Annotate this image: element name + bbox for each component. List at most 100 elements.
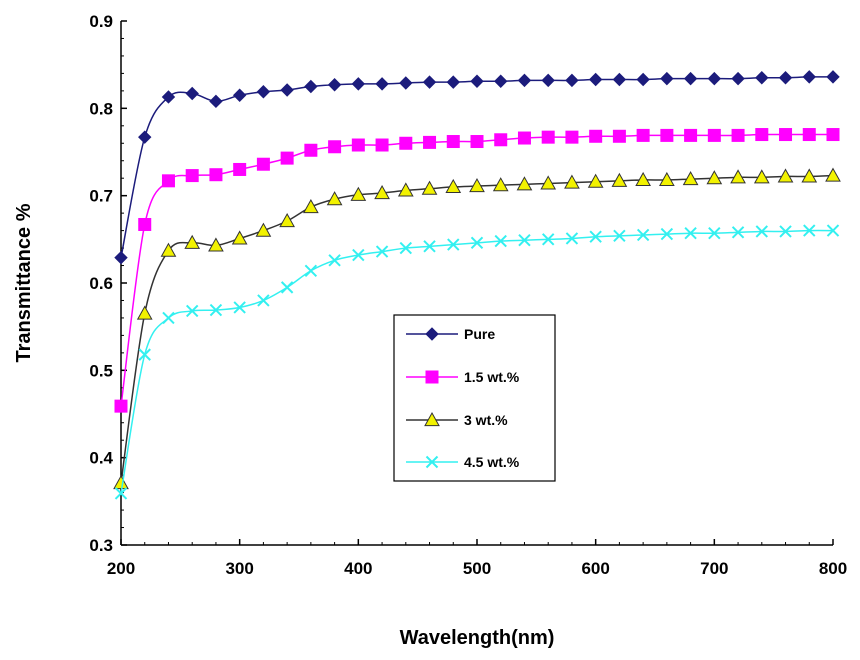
data-point xyxy=(231,230,248,245)
legend-entry: Pure xyxy=(406,326,495,342)
data-point xyxy=(660,71,674,86)
x-tick-label: 600 xyxy=(581,559,609,578)
data-point xyxy=(636,228,650,242)
data-point xyxy=(303,198,319,214)
data-point xyxy=(375,245,389,258)
data-point xyxy=(564,174,580,189)
data-point xyxy=(612,129,626,143)
data-point xyxy=(731,128,745,142)
series-2 xyxy=(114,128,840,413)
data-point xyxy=(565,73,579,88)
data-point xyxy=(399,241,413,255)
data-point xyxy=(209,168,223,182)
data-point xyxy=(445,178,462,194)
legend-marker xyxy=(424,411,440,427)
data-point xyxy=(257,294,270,307)
y-tick-label: 0.5 xyxy=(89,361,113,380)
data-point xyxy=(494,74,508,88)
data-point xyxy=(825,167,841,182)
data-point xyxy=(494,234,507,248)
data-point xyxy=(209,303,223,317)
x-tick-label: 500 xyxy=(463,559,491,578)
x-tick-label: 300 xyxy=(225,559,253,578)
data-point xyxy=(707,71,722,86)
data-point xyxy=(779,128,793,142)
data-point xyxy=(423,240,436,253)
legend-label: 4.5 wt.% xyxy=(464,454,520,470)
data-point xyxy=(397,182,414,197)
data-point xyxy=(280,281,294,294)
data-point xyxy=(160,242,177,257)
series-1 xyxy=(114,70,840,265)
data-point xyxy=(492,177,509,192)
y-tick-label: 0.8 xyxy=(89,99,113,118)
data-point xyxy=(304,79,318,94)
data-point xyxy=(802,70,816,84)
data-point xyxy=(659,171,675,187)
data-point xyxy=(304,143,318,157)
data-point xyxy=(185,169,199,183)
y-tick-label: 0.9 xyxy=(89,12,113,31)
data-point xyxy=(826,224,840,237)
data-point xyxy=(755,71,769,85)
data-point xyxy=(208,237,224,252)
data-point xyxy=(328,254,341,267)
data-point xyxy=(517,73,532,88)
data-point xyxy=(113,474,129,490)
data-point xyxy=(280,83,294,97)
data-point xyxy=(730,169,746,184)
data-point xyxy=(518,233,531,247)
series-3 xyxy=(113,167,841,490)
series-line xyxy=(120,76,834,258)
data-point xyxy=(635,171,651,187)
data-point xyxy=(421,180,438,195)
data-point xyxy=(209,94,223,109)
data-point xyxy=(779,225,792,238)
y-tick-label: 0.3 xyxy=(89,536,113,555)
data-point xyxy=(352,248,365,262)
data-point xyxy=(826,70,840,84)
data-point xyxy=(636,128,650,142)
legend-label: 1.5 wt.% xyxy=(464,369,520,385)
series-layer xyxy=(113,70,841,500)
data-point xyxy=(328,140,342,154)
data-point xyxy=(185,86,199,101)
data-point xyxy=(802,128,816,142)
x-ticks: 200 300 400 500 600 700 800 xyxy=(107,539,847,578)
data-point xyxy=(777,168,794,183)
data-point xyxy=(399,76,413,90)
x-axis-title: Wavelength(nm) xyxy=(400,627,555,649)
data-point xyxy=(470,236,484,250)
plot-area: 0.3 0.4 0.5 0.6 0.7 0.8 0.9 200 300 400 500 600 700… xyxy=(89,12,847,578)
data-point xyxy=(256,85,271,99)
data-point xyxy=(233,162,247,176)
data-point xyxy=(161,90,176,104)
legend-box xyxy=(393,314,556,482)
data-point xyxy=(161,174,175,188)
legend: Pure 1.5 wt.% 3 wt.% 4.5 wt.% xyxy=(393,314,556,482)
data-point xyxy=(565,130,579,144)
legend-marker xyxy=(425,327,439,341)
data-point xyxy=(351,138,365,152)
legend-label: 3 wt.% xyxy=(464,412,508,428)
data-point xyxy=(185,304,199,318)
data-point xyxy=(613,229,626,243)
data-point xyxy=(589,230,602,243)
data-point xyxy=(279,212,295,228)
data-point xyxy=(706,170,723,185)
data-point xyxy=(232,88,247,102)
data-point xyxy=(255,222,272,237)
data-point xyxy=(684,227,697,240)
data-point xyxy=(660,128,674,142)
data-point xyxy=(423,135,437,149)
y-tick-label: 0.6 xyxy=(89,274,113,293)
data-point xyxy=(326,191,343,206)
x-tick-label: 700 xyxy=(700,559,728,578)
data-point xyxy=(114,487,128,500)
legend-marker xyxy=(425,455,439,469)
legend-entry: 4.5 wt.% xyxy=(406,454,520,470)
data-point xyxy=(541,233,555,246)
data-point xyxy=(114,250,128,265)
data-point xyxy=(114,399,128,413)
